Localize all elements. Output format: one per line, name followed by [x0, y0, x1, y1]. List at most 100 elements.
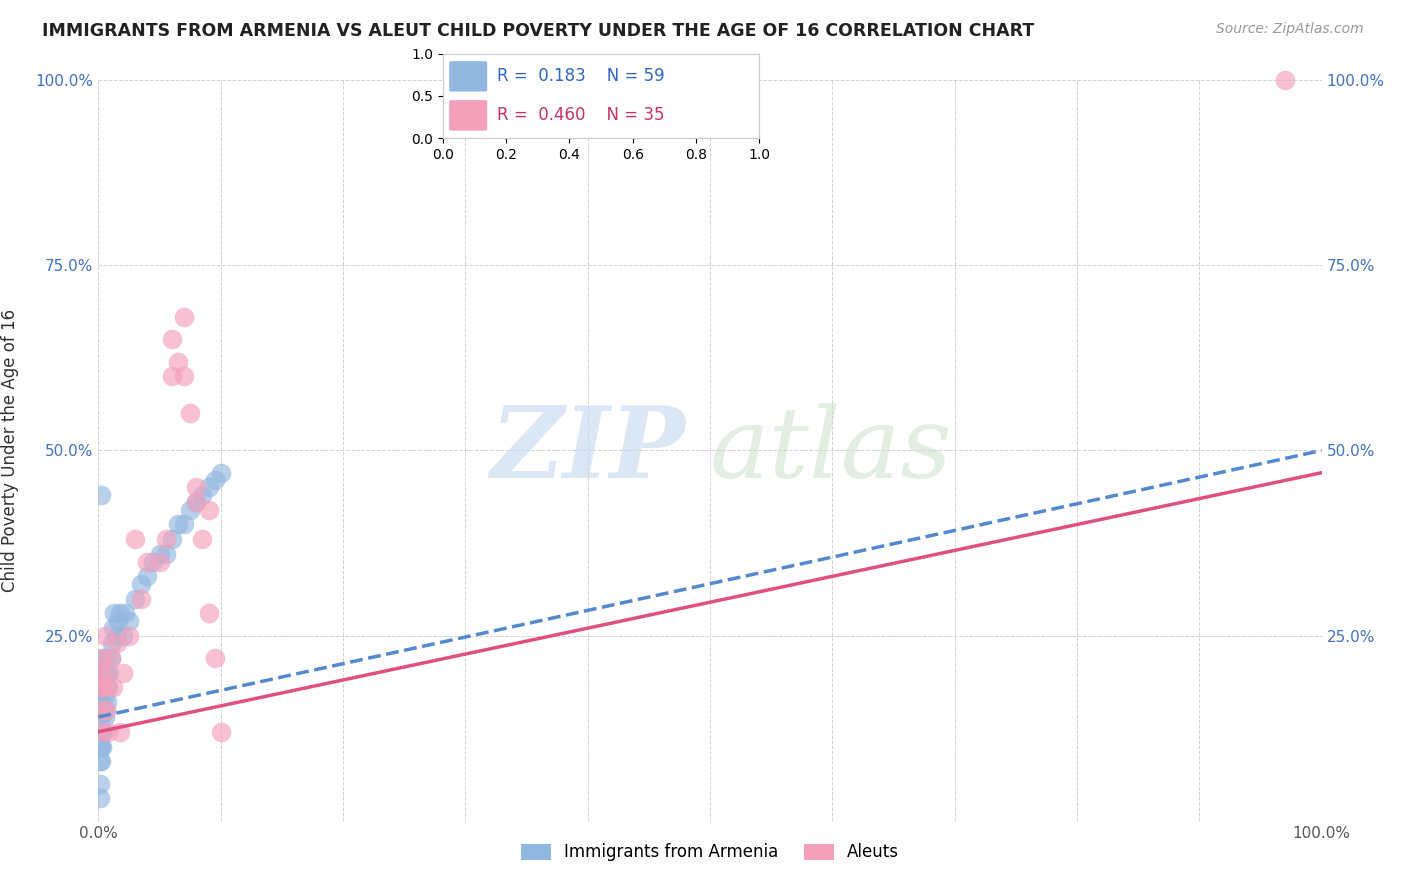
Text: ZIP: ZIP — [491, 402, 686, 499]
Point — [90, 681, 112, 695]
Point — [91, 703, 114, 717]
Point — [105, 628, 128, 642]
Point — [197, 480, 219, 494]
Point — [91, 681, 114, 695]
Legend: Immigrants from Armenia, Aleuts: Immigrants from Armenia, Aleuts — [515, 837, 905, 868]
Point — [101, 636, 124, 650]
Point — [89, 695, 111, 709]
Point — [179, 407, 201, 421]
Text: IMMIGRANTS FROM ARMENIA VS ALEUT CHILD POVERTY UNDER THE AGE OF 16 CORRELATION C: IMMIGRANTS FROM ARMENIA VS ALEUT CHILD P… — [42, 22, 1035, 40]
Text: R =  0.183    N = 59: R = 0.183 N = 59 — [496, 68, 664, 86]
Point — [149, 555, 172, 569]
Point — [91, 724, 114, 739]
Point — [90, 755, 112, 769]
Point — [209, 724, 232, 739]
Text: R =  0.460    N = 35: R = 0.460 N = 35 — [496, 105, 664, 123]
Point — [91, 739, 114, 754]
Point — [89, 776, 111, 791]
Point — [94, 681, 117, 695]
Point — [186, 495, 208, 509]
Point — [118, 628, 141, 642]
Point — [89, 724, 111, 739]
Point — [90, 665, 112, 680]
FancyBboxPatch shape — [450, 100, 486, 130]
Point — [167, 517, 190, 532]
Point — [124, 591, 146, 606]
Point — [89, 791, 111, 805]
Point — [89, 724, 111, 739]
Point — [93, 665, 115, 680]
Point — [90, 739, 112, 754]
Point — [93, 665, 115, 680]
Point — [124, 533, 146, 547]
Point — [90, 724, 112, 739]
Point — [110, 607, 132, 621]
Point — [90, 665, 112, 680]
Point — [91, 681, 114, 695]
Point — [160, 369, 183, 384]
Point — [129, 591, 152, 606]
Point — [103, 607, 125, 621]
Point — [111, 628, 134, 642]
Point — [97, 724, 120, 739]
Point — [197, 607, 219, 621]
Point — [90, 710, 112, 724]
Point — [155, 533, 177, 547]
Point — [136, 555, 159, 569]
Point — [91, 681, 114, 695]
Point — [107, 614, 129, 628]
Point — [167, 354, 190, 368]
Point — [94, 703, 117, 717]
Point — [96, 695, 118, 709]
Point — [89, 739, 111, 754]
Point — [204, 650, 226, 665]
Text: Source: ZipAtlas.com: Source: ZipAtlas.com — [1216, 22, 1364, 37]
Point — [90, 681, 112, 695]
Point — [89, 710, 111, 724]
Point — [94, 703, 117, 717]
Point — [101, 681, 124, 695]
Point — [91, 650, 114, 665]
Point — [186, 495, 208, 509]
Point — [89, 755, 111, 769]
Point — [90, 488, 112, 502]
Point — [96, 681, 118, 695]
Point — [173, 310, 195, 325]
Point — [160, 533, 183, 547]
Point — [93, 710, 115, 724]
Y-axis label: Child Poverty Under the Age of 16: Child Poverty Under the Age of 16 — [1, 309, 18, 592]
Text: atlas: atlas — [710, 403, 953, 498]
Point — [100, 650, 122, 665]
Point — [111, 665, 134, 680]
Point — [114, 607, 136, 621]
Point — [1274, 73, 1296, 87]
Point — [94, 650, 117, 665]
Point — [129, 576, 152, 591]
Point — [105, 636, 128, 650]
Point — [186, 480, 208, 494]
Point — [142, 555, 165, 569]
Point — [118, 614, 141, 628]
Point — [204, 473, 226, 487]
Point — [160, 332, 183, 346]
Point — [97, 681, 120, 695]
Point — [101, 621, 124, 635]
Point — [110, 724, 132, 739]
Point — [90, 695, 112, 709]
Point — [173, 369, 195, 384]
Point — [98, 665, 121, 680]
Point — [179, 502, 201, 516]
FancyBboxPatch shape — [450, 62, 486, 92]
Point — [93, 628, 115, 642]
Point — [191, 488, 214, 502]
Point — [91, 650, 114, 665]
Point — [91, 724, 114, 739]
Point — [197, 502, 219, 516]
Point — [173, 517, 195, 532]
Point — [209, 466, 232, 480]
Point — [100, 650, 122, 665]
Point — [96, 665, 118, 680]
Point — [155, 547, 177, 561]
Point — [93, 688, 115, 702]
Point — [91, 703, 114, 717]
